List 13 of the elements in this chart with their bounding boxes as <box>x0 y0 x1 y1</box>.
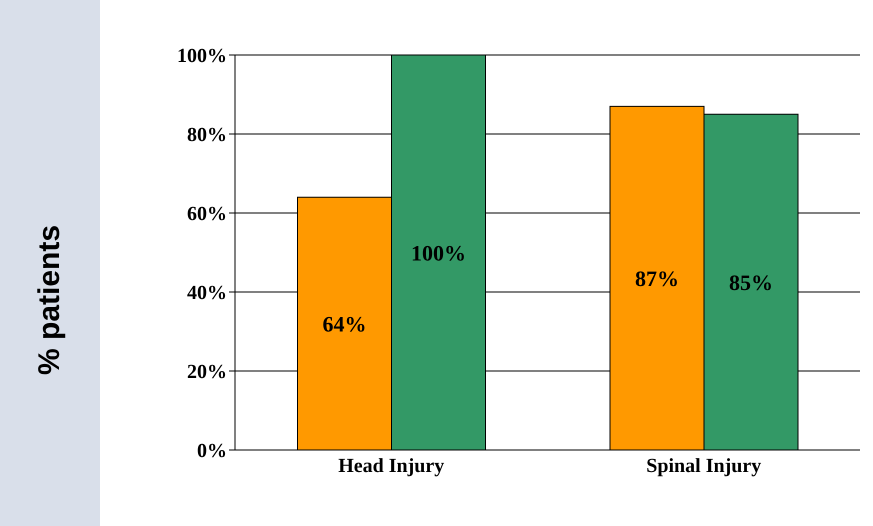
y-axis-title: % patients <box>33 224 67 376</box>
y-tick-label: 80% <box>187 124 227 146</box>
y-tick-label: 60% <box>187 203 227 226</box>
y-tick-label: 40% <box>187 282 227 304</box>
y-tick-label: 100% <box>177 45 227 68</box>
y-tick-label: 20% <box>187 361 227 384</box>
x-tick-label: Spinal Injury <box>646 455 762 478</box>
data-label: 64% <box>322 311 366 336</box>
x-tick-label: Head Injury <box>338 455 444 478</box>
data-label: 85% <box>729 270 773 295</box>
data-label: 100% <box>411 240 466 266</box>
data-label: 87% <box>635 266 679 291</box>
y-tick-label: 0% <box>197 440 227 462</box>
